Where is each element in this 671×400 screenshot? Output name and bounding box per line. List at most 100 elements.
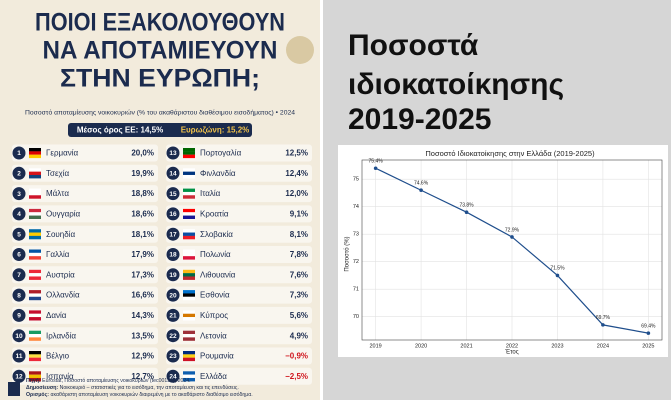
rank: 2 [17,171,21,178]
data-label: 71.5% [550,266,565,272]
rank: 14 [169,171,177,178]
flag-stripe [29,354,41,358]
rank-badge [12,268,26,282]
title-line: ΝΑ ΑΠΟΤΑΜΙΕΥΟΥΝ [43,37,278,65]
flag-stripe [183,269,195,274]
rate: 8,1% [290,230,308,239]
data-point [373,166,378,171]
y-tick-label: 72 [353,259,359,265]
rank-badge [166,349,180,363]
country: Ιταλία [200,189,221,198]
flag-stripe [29,174,41,179]
rank: 8 [17,292,21,299]
rate: 18,6% [131,210,154,219]
row-bg [166,327,312,345]
rank: 13 [169,150,177,157]
rate: 14,3% [131,311,154,320]
flag-stripe [183,235,195,240]
rank: 24 [169,374,177,381]
row-bg [166,164,312,182]
country: Ισπανία [46,372,74,381]
rank: 18 [169,252,177,259]
rate: 9,1% [290,210,308,219]
y-tick-label: 71 [353,287,359,293]
flag-stripe [183,148,195,152]
flag-stripe [183,351,195,355]
country: Πολωνία [200,250,231,259]
rate: 12,0% [285,189,308,198]
rank-badge [12,146,26,160]
row-bg [166,185,312,203]
flag-stripe [29,330,41,335]
flag-stripe [183,293,195,297]
rank: 1 [17,150,21,157]
x-axis-label: Έτος [504,350,518,356]
rank: 7 [17,272,21,279]
footer-label: Ορισμός: [26,392,49,398]
country: Σλοβακία [200,230,233,239]
footer-line: Πηγή: Eurostat, Ποσοστό αποταμίευσης νοι… [26,377,191,384]
flag-stripe [29,357,41,362]
rank-badge [166,308,180,322]
row-bg [166,347,312,365]
rank: 3 [17,191,21,198]
row-bg [12,164,158,182]
row-bg [166,144,312,162]
data-label: 74.6% [414,181,429,187]
rank-badge [12,369,26,383]
divider [320,0,323,400]
flag-stripe [29,235,41,240]
rank-badge [166,369,180,383]
flag-stripe [183,357,195,362]
rank-badge [12,207,26,221]
flag-stripe [29,195,41,199]
x-tick-label: 2020 [415,343,427,349]
x-tick-label: 2019 [370,343,382,349]
country: Λιθουανία [200,270,236,279]
rate: 20,0% [131,149,154,158]
data-label: 69.7% [596,315,611,321]
footer-line: Ορισμός: ακαθάριστη αποταμίευση νοικοκυρ… [26,391,253,398]
rank-badge [166,288,180,302]
flag-stripe [29,256,41,260]
rank-badge [166,329,180,343]
row-bg [166,225,312,243]
row-bg [166,205,312,223]
footer-icon [8,382,20,396]
rank-badge [166,207,180,221]
row-bg [166,306,312,324]
data-point [419,188,423,193]
flag-stripe [29,313,41,318]
rank-badge [166,166,180,180]
flag-stripe [29,276,41,280]
rate: 17,3% [131,270,154,279]
flag-stripe [183,154,195,159]
rank-badge [12,329,26,343]
rank-badge [12,349,26,363]
rank: 4 [17,211,21,218]
y-tick-label: 75 [353,177,359,183]
flag-stripe [183,249,195,253]
rank-badge [166,248,180,261]
flag-stripe [183,374,195,379]
banner [68,123,252,137]
data-point [601,323,605,327]
flag-stripe [29,171,41,176]
flag-stripe [29,371,41,375]
chart-title: Ποσοστό Ιδιοκατοίκησης στην Ελλάδα (2019… [425,149,595,158]
flag-stripe [29,317,41,321]
row-bg [12,286,158,304]
country: Βέλγιο [46,352,70,361]
footer-text: Νοικοκυριό – στατιστικές για το εισόδημα… [60,384,239,391]
data-label: 75.4% [369,159,384,165]
row-bg [166,286,312,304]
rank: 10 [15,333,23,340]
flag-stripe [29,148,41,152]
flag-stripe [183,313,195,318]
y-tick-label: 74 [353,204,359,210]
x-tick-label: 2024 [597,343,609,349]
x-tick-label: 2023 [551,343,563,349]
rate: −2,5% [285,372,308,381]
country: Φινλανδία [200,169,236,178]
